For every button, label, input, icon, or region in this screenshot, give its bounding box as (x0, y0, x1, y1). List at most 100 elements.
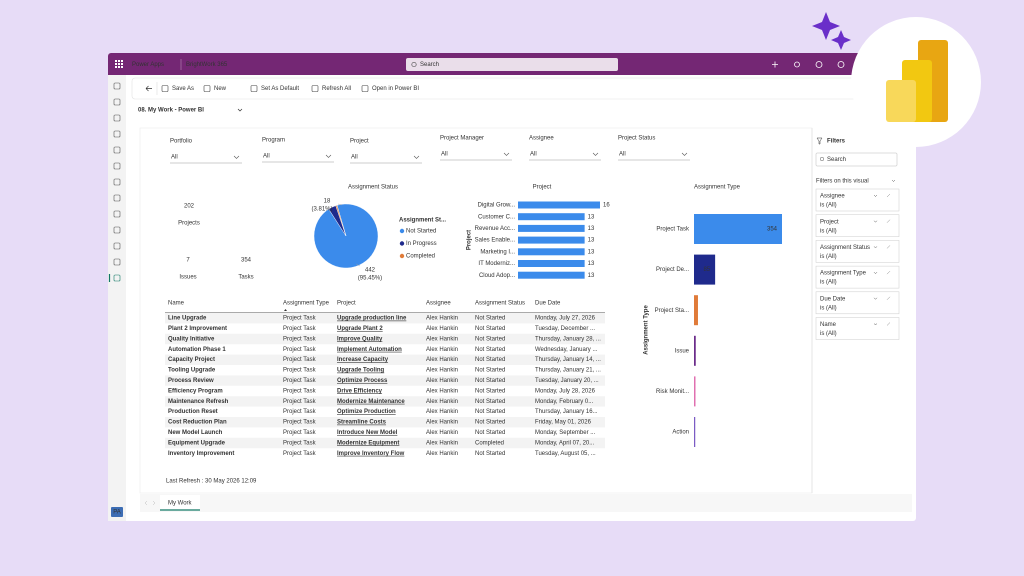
toolbar-button[interactable]: Set As Default (261, 86, 299, 92)
filter-search[interactable] (815, 152, 898, 167)
slicer-label: Project Status (618, 136, 655, 142)
row-band (165, 375, 605, 386)
pie-slice (335, 205, 347, 237)
toolbar-icon (361, 85, 369, 92)
bar (518, 201, 600, 209)
category-label: Customer C... (478, 214, 515, 220)
nav-icon (113, 98, 121, 106)
table-cell: Not Started (475, 316, 505, 322)
slicer-chevron (681, 152, 688, 156)
card-clear (886, 322, 891, 326)
legend-swatch (399, 241, 405, 246)
nav-icon (113, 274, 121, 282)
chart-title: Assignment Type (694, 185, 741, 191)
app-name: Power Apps (132, 62, 164, 68)
table-cell: Not Started (475, 336, 505, 342)
bar (518, 271, 585, 279)
back-button[interactable] (145, 85, 152, 92)
table-cell: Project Task (283, 388, 317, 394)
filter-card[interactable] (815, 291, 900, 315)
card-clear (886, 296, 891, 300)
chart-title: Assignment Status (348, 185, 398, 191)
filter-card[interactable] (815, 265, 900, 289)
table-cell[interactable]: Optimize Production (337, 409, 396, 415)
toolbar-button[interactable]: Open in Power BI (372, 86, 419, 92)
axis-label: Assignment Type (644, 305, 650, 355)
chart-title: Project (533, 185, 552, 191)
table-cell[interactable]: Modernize Maintenance (337, 399, 405, 405)
table-cell: Maintenance Refresh (168, 399, 229, 405)
filter-card[interactable] (815, 317, 900, 340)
table-cell[interactable]: Modernize Equipment (337, 440, 399, 446)
table-cell: Tuesday, January 20, ... (535, 378, 599, 384)
slicer-value[interactable]: All (263, 154, 270, 160)
nav-icon (113, 162, 121, 170)
slicer-value[interactable]: All (171, 155, 178, 161)
table-cell[interactable]: Implement Automation (337, 347, 402, 353)
axis-label: Project (467, 230, 473, 250)
category-label: IT Moderniz... (478, 261, 515, 267)
table-cell: Alex Hankin (426, 336, 458, 342)
nav-icon (113, 242, 121, 250)
bar-value-label: 13 (588, 249, 595, 255)
card-chevron (873, 194, 878, 197)
avatar-initials: PA (113, 510, 121, 516)
slicer-label: Project (350, 139, 369, 145)
slicer-value[interactable]: All (351, 155, 358, 161)
filter-card[interactable] (815, 214, 900, 237)
table-cell[interactable]: Optimize Process (337, 378, 388, 384)
table-cell[interactable]: Introduce New Model (337, 430, 398, 436)
table-cell: Monday, September ... (535, 430, 596, 436)
category-label: Cloud Adop... (479, 273, 515, 279)
filter-state: is (All) (820, 331, 837, 337)
toolbar-button[interactable]: Save As (172, 86, 194, 92)
bar (518, 248, 585, 256)
filter-card[interactable] (815, 188, 900, 212)
card-clear (886, 193, 891, 198)
toolbar-button[interactable]: New (214, 86, 227, 92)
leader-line (355, 263, 361, 267)
bar-value-label: 13 (588, 238, 595, 244)
slicer-value[interactable]: All (530, 152, 537, 158)
table-cell[interactable]: Streamline Costs (337, 420, 387, 426)
table-cell[interactable]: Improve Quality (337, 336, 383, 342)
kpi-value: 202 (184, 204, 195, 210)
filter-card[interactable] (815, 240, 900, 263)
toolbar-button[interactable]: Refresh All (322, 86, 351, 92)
column-header: Name (168, 301, 185, 307)
card-chevron (873, 246, 878, 249)
nav-icon (113, 146, 121, 154)
table-cell: Project Task (283, 420, 317, 426)
bar-value-label: 354 (767, 227, 778, 233)
tab[interactable] (160, 495, 200, 511)
table-cell: Alex Hankin (426, 357, 458, 363)
filter-name: Assignment Type (820, 271, 867, 277)
tab-nav (144, 500, 156, 506)
table-cell: Project Task (283, 326, 317, 332)
bar-value-label: 13 (588, 273, 595, 279)
table-cell[interactable]: Improve Inventory Flow (337, 451, 405, 457)
table-cell: Wednesday, January ... (535, 347, 598, 353)
slicer-value[interactable]: All (441, 152, 448, 158)
table-cell: Automation Phase 1 (168, 347, 226, 353)
table-cell: Project Task (283, 336, 317, 342)
column-header: Assignment Status (475, 301, 525, 307)
slicer-chevron (233, 155, 240, 159)
table-cell[interactable]: Upgrade production line (337, 316, 407, 322)
kpi-label: Issues (179, 275, 196, 281)
nav-icon (113, 130, 121, 138)
table-cell[interactable]: Upgrade Plant 2 (337, 326, 383, 332)
nav-icon (113, 194, 121, 202)
table-cell[interactable]: Increase Capacity (337, 357, 389, 363)
nav-icon (113, 226, 121, 234)
search-box[interactable] (406, 58, 618, 71)
column-header: Assignee (426, 301, 451, 307)
table-cell: Not Started (475, 420, 505, 426)
table-cell: Not Started (475, 399, 505, 405)
slicer-value[interactable]: All (619, 152, 626, 158)
tab-label[interactable]: My Work (168, 501, 193, 507)
bar (694, 376, 696, 407)
table-cell[interactable]: Upgrade Tooling (337, 368, 385, 374)
table-cell[interactable]: Drive Efficiency (337, 388, 383, 394)
